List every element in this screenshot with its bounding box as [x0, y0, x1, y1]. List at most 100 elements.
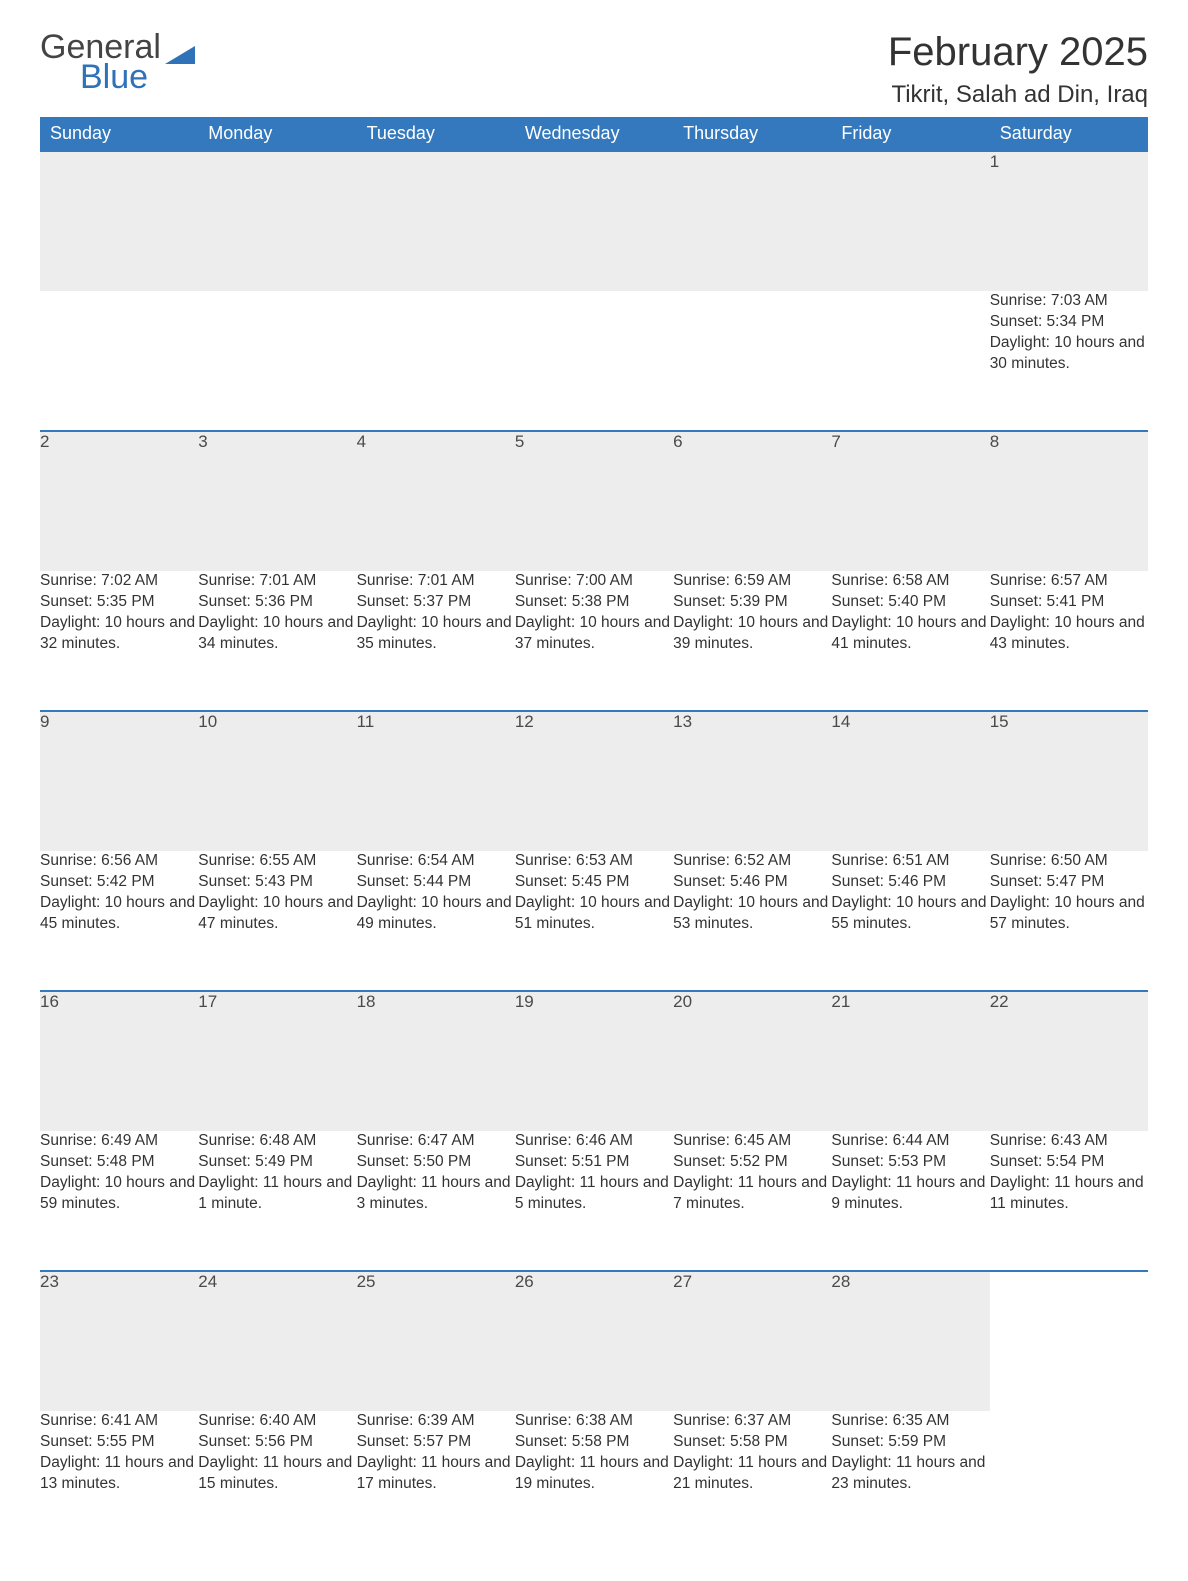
sunrise-line: Sunrise: 7:01 AM: [198, 571, 356, 592]
daylight-line: Daylight: 11 hours and 21 minutes.: [673, 1453, 831, 1495]
sunrise-line: Sunrise: 7:02 AM: [40, 571, 198, 592]
day-cell: Sunrise: 7:01 AMSunset: 5:36 PMDaylight:…: [198, 571, 356, 711]
empty-day-cell: [198, 291, 356, 431]
sunrise-line: Sunrise: 6:45 AM: [673, 1131, 831, 1152]
daylight-line: Daylight: 11 hours and 23 minutes.: [831, 1453, 989, 1495]
sunset-line: Sunset: 5:50 PM: [357, 1152, 515, 1173]
daylight-line: Daylight: 10 hours and 30 minutes.: [990, 333, 1148, 375]
logo-triangle-icon: [165, 42, 195, 64]
logo-text-blue: Blue: [80, 60, 195, 96]
sunset-line: Sunset: 5:38 PM: [515, 592, 673, 613]
sunrise-line: Sunrise: 6:35 AM: [831, 1411, 989, 1432]
day-cell: Sunrise: 6:58 AMSunset: 5:40 PMDaylight:…: [831, 571, 989, 711]
empty-day-number: [990, 1271, 1148, 1411]
sunset-line: Sunset: 5:57 PM: [357, 1432, 515, 1453]
day-number: 4: [357, 431, 515, 571]
sunset-line: Sunset: 5:47 PM: [990, 872, 1148, 893]
sunrise-line: Sunrise: 6:56 AM: [40, 851, 198, 872]
day-number: 27: [673, 1271, 831, 1411]
daylight-line: Daylight: 10 hours and 41 minutes.: [831, 613, 989, 655]
day-cell: Sunrise: 6:59 AMSunset: 5:39 PMDaylight:…: [673, 571, 831, 711]
daylight-line: Daylight: 10 hours and 34 minutes.: [198, 613, 356, 655]
day-cell: Sunrise: 6:38 AMSunset: 5:58 PMDaylight:…: [515, 1411, 673, 1551]
sunrise-line: Sunrise: 6:46 AM: [515, 1131, 673, 1152]
sunrise-line: Sunrise: 6:43 AM: [990, 1131, 1148, 1152]
day-content-row: Sunrise: 7:02 AMSunset: 5:35 PMDaylight:…: [40, 571, 1148, 711]
day-cell: Sunrise: 6:50 AMSunset: 5:47 PMDaylight:…: [990, 851, 1148, 991]
empty-day-cell: [673, 291, 831, 431]
sunrise-line: Sunrise: 6:47 AM: [357, 1131, 515, 1152]
day-cell: Sunrise: 7:00 AMSunset: 5:38 PMDaylight:…: [515, 571, 673, 711]
day-cell: Sunrise: 7:02 AMSunset: 5:35 PMDaylight:…: [40, 571, 198, 711]
sunrise-line: Sunrise: 6:55 AM: [198, 851, 356, 872]
sunset-line: Sunset: 5:55 PM: [40, 1432, 198, 1453]
empty-day-cell: [831, 291, 989, 431]
sunset-line: Sunset: 5:41 PM: [990, 592, 1148, 613]
weekday-header: Saturday: [990, 117, 1148, 151]
day-cell: Sunrise: 6:55 AMSunset: 5:43 PMDaylight:…: [198, 851, 356, 991]
day-content-row: Sunrise: 6:49 AMSunset: 5:48 PMDaylight:…: [40, 1131, 1148, 1271]
sunrise-line: Sunrise: 6:54 AM: [357, 851, 515, 872]
day-number-row: 9101112131415: [40, 711, 1148, 851]
day-number: 18: [357, 991, 515, 1131]
day-number: 9: [40, 711, 198, 851]
sunrise-line: Sunrise: 7:03 AM: [990, 291, 1148, 312]
day-number: 2: [40, 431, 198, 571]
sunset-line: Sunset: 5:59 PM: [831, 1432, 989, 1453]
header: General Blue February 2025 Tikrit, Salah…: [40, 30, 1148, 109]
day-number-row: 232425262728: [40, 1271, 1148, 1411]
day-number: 11: [357, 711, 515, 851]
daylight-line: Daylight: 11 hours and 13 minutes.: [40, 1453, 198, 1495]
day-cell: Sunrise: 6:57 AMSunset: 5:41 PMDaylight:…: [990, 571, 1148, 711]
sunset-line: Sunset: 5:42 PM: [40, 872, 198, 893]
sunrise-line: Sunrise: 6:38 AM: [515, 1411, 673, 1432]
sunset-line: Sunset: 5:40 PM: [831, 592, 989, 613]
day-number: 13: [673, 711, 831, 851]
daylight-line: Daylight: 10 hours and 53 minutes.: [673, 893, 831, 935]
daylight-line: Daylight: 10 hours and 57 minutes.: [990, 893, 1148, 935]
day-cell: Sunrise: 6:40 AMSunset: 5:56 PMDaylight:…: [198, 1411, 356, 1551]
day-content-row: Sunrise: 6:56 AMSunset: 5:42 PM Daylight:…: [40, 851, 1148, 991]
page-title: February 2025: [888, 30, 1148, 75]
day-number: 14: [831, 711, 989, 851]
day-cell: Sunrise: 6:56 AMSunset: 5:42 PMDaylight:…: [40, 851, 198, 991]
daylight-line: Daylight: 10 hours and 37 minutes.: [515, 613, 673, 655]
day-number: 20: [673, 991, 831, 1131]
day-number: 19: [515, 991, 673, 1131]
sunrise-line: Sunrise: 6:50 AM: [990, 851, 1148, 872]
day-cell: Sunrise: 6:52 AMSunset: 5:46 PMDaylight:…: [673, 851, 831, 991]
day-number: 7: [831, 431, 989, 571]
sunset-line: Sunset: 5:46 PM: [673, 872, 831, 893]
daylight-line: Daylight: 11 hours and 1 minute.: [198, 1173, 356, 1215]
day-cell: Sunrise: 6:45 AMSunset: 5:52 PMDaylight:…: [673, 1131, 831, 1271]
weekday-header: Monday: [198, 117, 356, 151]
weekday-header: Wednesday: [515, 117, 673, 151]
day-number: 23: [40, 1271, 198, 1411]
day-content-row: Sunrise: 6:41 AMSunset: 5:55 PMDaylight:…: [40, 1411, 1148, 1551]
empty-day-number: [515, 151, 673, 291]
sunset-line: Sunset: 5:53 PM: [831, 1152, 989, 1173]
daylight-line: Daylight: 11 hours and 3 minutes.: [357, 1173, 515, 1215]
weekday-header: Sunday: [40, 117, 198, 151]
day-cell: Sunrise: 6:46 AMSunset: 5:51 PMDaylight:…: [515, 1131, 673, 1271]
sunset-line: Sunset: 5:46 PM: [831, 872, 989, 893]
sunrise-line: Sunrise: 6:49 AM: [40, 1131, 198, 1152]
day-cell: Sunrise: 7:03 AMSunset: 5:34 PMDaylight:…: [990, 291, 1148, 431]
day-number-row: 16171819202122: [40, 991, 1148, 1131]
day-cell: Sunrise: 7:01 AMSunset: 5:37 PMDaylight:…: [357, 571, 515, 711]
day-number: 28: [831, 1271, 989, 1411]
empty-day-cell: [40, 291, 198, 431]
sunset-line: Sunset: 5:43 PM: [198, 872, 356, 893]
day-cell: Sunrise: 6:48 AMSunset: 5:49 PMDaylight:…: [198, 1131, 356, 1271]
sunrise-line: Sunrise: 6:48 AM: [198, 1131, 356, 1152]
daylight-line: Daylight: 10 hours and 43 minutes.: [990, 613, 1148, 655]
empty-day-cell: [357, 291, 515, 431]
calendar-table: Sunday Monday Tuesday Wednesday Thursday…: [40, 117, 1148, 1551]
day-cell: Sunrise: 6:53 AMSunset: 5:45 PMDaylight:…: [515, 851, 673, 991]
daylight-line: Daylight: 10 hours and 49 minutes.: [357, 893, 515, 935]
day-number: 12: [515, 711, 673, 851]
sunrise-line: Sunrise: 6:53 AM: [515, 851, 673, 872]
empty-day-number: [40, 151, 198, 291]
title-block: February 2025 Tikrit, Salah ad Din, Iraq: [888, 30, 1148, 109]
empty-day-number: [831, 151, 989, 291]
